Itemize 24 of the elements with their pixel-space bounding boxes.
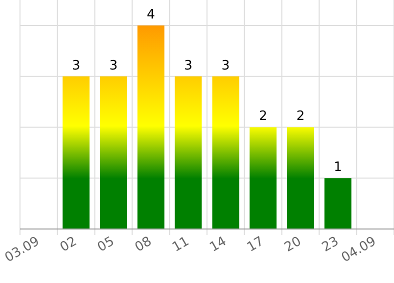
x-tick-label: 11 — [170, 234, 192, 256]
data-label: 3 — [222, 58, 230, 74]
bar — [250, 127, 277, 229]
bar — [174, 76, 202, 229]
x-tick-label: 20 — [282, 234, 304, 256]
x-tick-label: 14 — [207, 234, 230, 256]
data-label: 4 — [146, 7, 156, 22]
data-label: 3 — [72, 58, 80, 74]
bar — [324, 178, 352, 229]
bar — [137, 25, 164, 229]
data-label: 1 — [334, 160, 342, 176]
data-label: 3 — [184, 58, 192, 74]
bar — [212, 76, 240, 229]
bar — [62, 76, 90, 229]
data-label: 3 — [109, 58, 118, 74]
x-tick-label: 23 — [320, 234, 342, 256]
data-label: 2 — [258, 109, 268, 124]
bar — [100, 76, 127, 229]
x-tick-label: 08 — [132, 234, 154, 256]
bar — [287, 127, 314, 229]
x-tick-label: 05 — [95, 234, 117, 256]
x-tick-label: 02 — [58, 234, 80, 256]
x-tick-label: 17 — [244, 234, 267, 256]
data-label: 2 — [296, 109, 305, 124]
